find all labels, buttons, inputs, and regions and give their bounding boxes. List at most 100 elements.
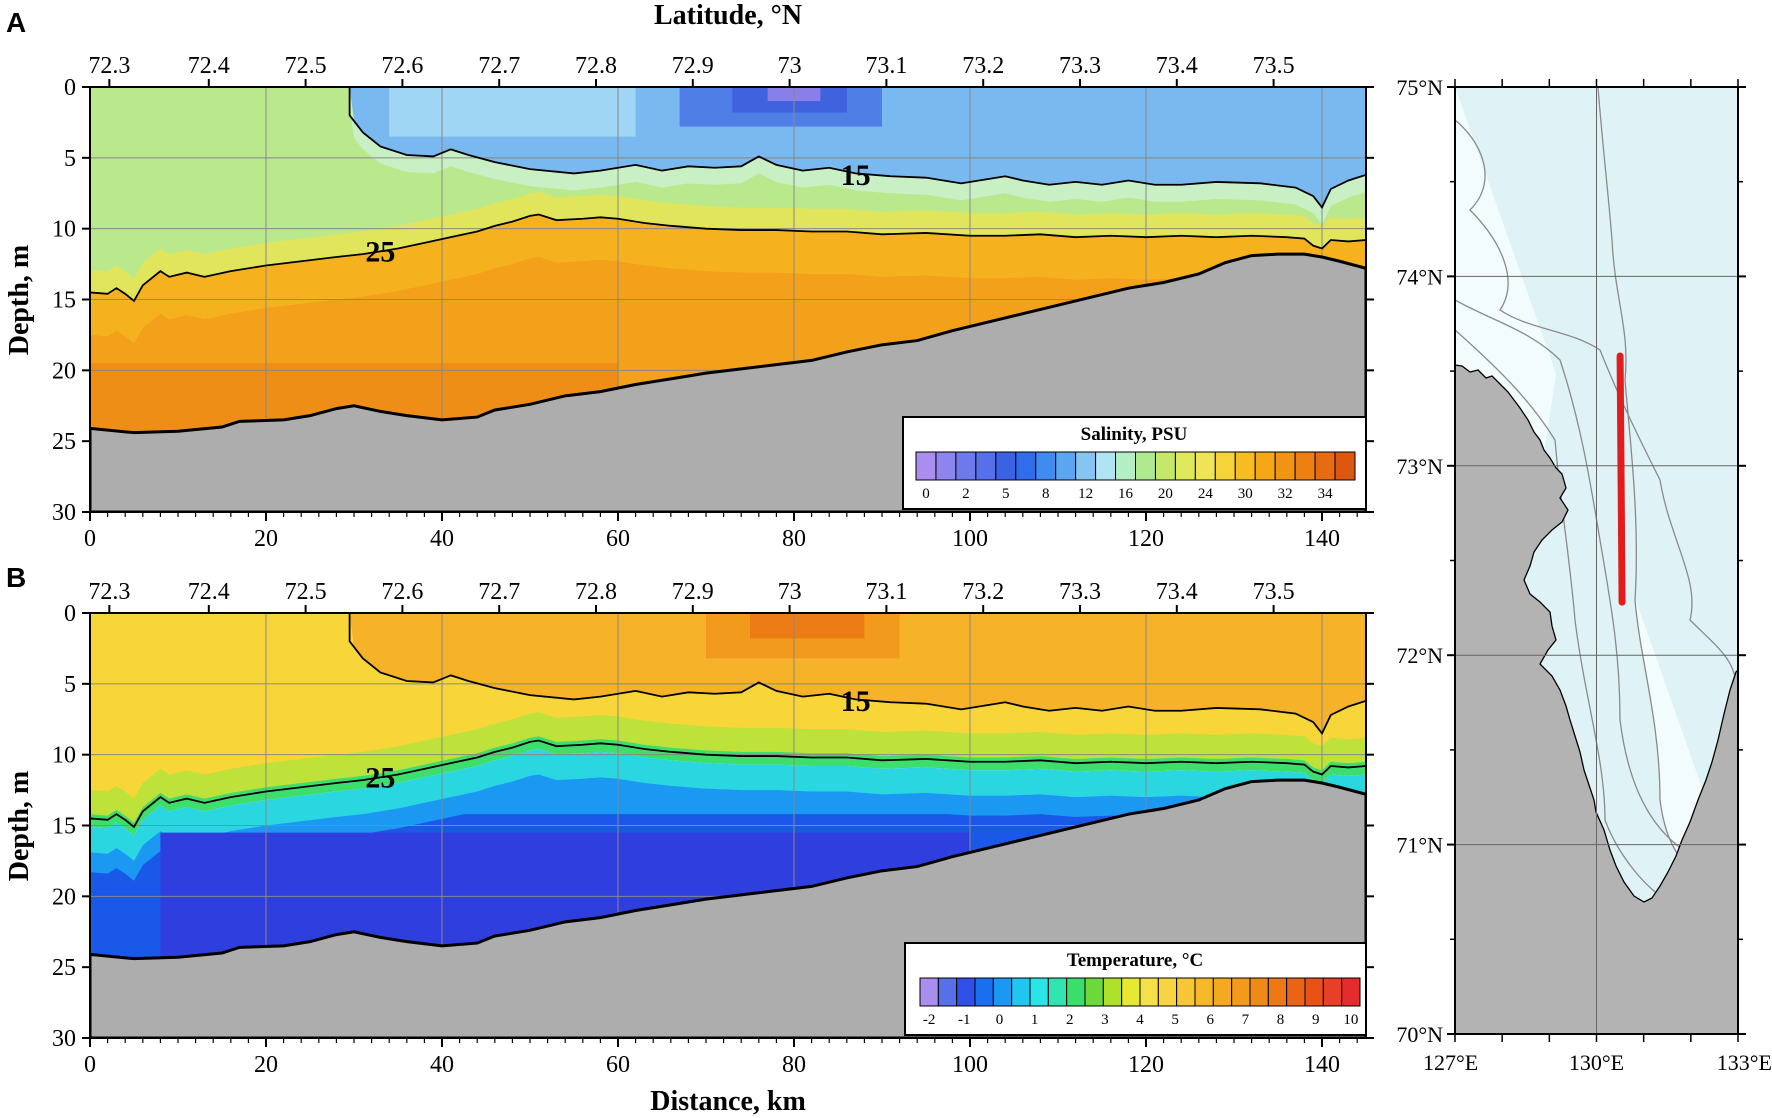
contour-line-25	[90, 213, 1366, 303]
temperature-band	[160, 832, 970, 958]
legend-tick-label: -1	[958, 1012, 971, 1028]
y-tick-label: 25	[52, 429, 76, 455]
latitude-tick-label: 72.7	[478, 579, 520, 605]
legend-swatch	[1035, 451, 1057, 481]
legend-swatch	[1121, 977, 1141, 1007]
y-tick-label: 0	[64, 601, 76, 627]
legend-swatch	[937, 977, 958, 1007]
legend-swatch	[1139, 977, 1159, 1007]
contour-lines	[90, 613, 1366, 829]
legend-title: Salinity, PSU	[1081, 424, 1188, 445]
legend-swatch	[1176, 977, 1196, 1007]
legend-swatch	[1174, 451, 1196, 481]
legend-tick-label: -2	[923, 1012, 936, 1028]
legend-swatch	[1115, 451, 1136, 481]
salinity-legend: Salinity, PSU 0 2 5 8 12 16 20 24 30 32 34	[902, 416, 1367, 510]
latitude-axis-title: Latitude, °N	[654, 0, 802, 31]
legend-swatch	[935, 451, 957, 481]
y-tick-label: 30	[52, 500, 76, 526]
legend-tick-label: 8	[1277, 1012, 1285, 1028]
legend-swatch	[1286, 977, 1306, 1007]
temperature-band	[349, 613, 1366, 734]
legend-tick-label: 5	[1171, 1012, 1179, 1028]
location-map: 75°N 74°N 73°N 72°N 71°N 70°N 127°E 130°E 133°E	[1396, 75, 1772, 1075]
legend-swatch	[1231, 977, 1251, 1007]
latitude-tick-label: 73.1	[865, 579, 907, 605]
map-lon-label: 130°E	[1569, 1050, 1624, 1075]
salinity-band	[389, 87, 636, 137]
map-lat-label: 70°N	[1396, 1022, 1443, 1047]
latitude-tick-label: 73	[778, 53, 802, 79]
latitude-tick-label: 73.2	[962, 53, 1004, 79]
salinity-section-panel: A Latitude, °N 0 20 40 60 80 100 120 1400510152…	[4, 0, 1374, 552]
legend-swatch	[1011, 977, 1031, 1007]
latitude-tick-label: 72.7	[478, 53, 520, 79]
legend-swatch	[1304, 977, 1324, 1007]
map-lon-label: 127°E	[1423, 1050, 1478, 1075]
x-tick-label: 20	[254, 526, 278, 552]
legend-swatch	[1015, 451, 1037, 481]
map-lat-label: 72°N	[1396, 643, 1443, 668]
temperature-band	[750, 613, 865, 639]
x-tick-label: 120	[1128, 526, 1164, 552]
latitude-tick-label: 73.5	[1253, 53, 1295, 79]
legend-swatch	[1157, 977, 1178, 1007]
legend-swatch	[1102, 977, 1123, 1007]
legend-swatch	[1095, 451, 1117, 481]
land	[1455, 364, 1738, 1034]
x-tick-label: 120	[1128, 1052, 1164, 1078]
y-tick-label: 0	[64, 75, 76, 101]
y-tick-label: 25	[52, 955, 76, 981]
legend-swatch	[1055, 451, 1077, 481]
x-tick-label: 20	[254, 1052, 278, 1078]
contour-label: 15	[841, 159, 871, 192]
latitude-tick-label: 72.8	[575, 579, 617, 605]
x-tick-label: 140	[1304, 526, 1340, 552]
latitude-tick-label: 72.4	[188, 53, 230, 79]
y-axis-label: Depth, m	[4, 245, 35, 355]
map-lat-label: 74°N	[1396, 264, 1443, 289]
legend-swatch	[1294, 451, 1316, 481]
y-axis-label: Depth, m	[4, 771, 35, 881]
x-tick-label: 0	[84, 526, 96, 552]
x-tick-label: 80	[782, 1052, 806, 1078]
latitude-tick-label: 72.8	[575, 53, 617, 79]
latitude-tick-label: 72.5	[285, 579, 327, 605]
latitude-tick-label: 72.9	[672, 579, 714, 605]
legend-swatch	[995, 451, 1017, 481]
legend-tick-label: 9	[1312, 1012, 1320, 1028]
y-tick-label: 15	[52, 814, 76, 840]
depth-contour	[1597, 87, 1738, 891]
legend-tick-label: 10	[1343, 1012, 1358, 1028]
legend-swatch	[955, 451, 977, 481]
y-tick-label: 30	[52, 1026, 76, 1052]
legend-tick-label: 24	[1198, 486, 1214, 502]
legend-tick-label: 3	[1101, 1012, 1109, 1028]
legend-tick-label: 7	[1242, 1012, 1250, 1028]
legend-swatch	[1084, 977, 1104, 1007]
legend-tick-label: 8	[1042, 486, 1050, 502]
x-tick-label: 100	[952, 526, 988, 552]
latitude-tick-label: 73.3	[1059, 579, 1101, 605]
legend-swatch	[1135, 451, 1156, 481]
salinity-band	[90, 363, 618, 433]
legend-tick-label: 0	[922, 486, 930, 502]
legend-swatch	[1249, 977, 1269, 1007]
latitude-tick-label: 73.2	[962, 579, 1004, 605]
legend-tick-label: 20	[1158, 486, 1173, 502]
legend-swatch	[1075, 451, 1097, 481]
legend-swatch	[1194, 451, 1216, 481]
y-tick-label: 20	[52, 358, 76, 384]
y-tick-label: 10	[52, 743, 76, 769]
legend-swatch	[1066, 977, 1086, 1007]
legend-swatch	[1254, 451, 1276, 481]
legend-tick-label: 16	[1118, 486, 1134, 502]
panel-letter-a: A	[6, 7, 26, 38]
legend-title: Temperature, °C	[1067, 950, 1203, 971]
legend-tick-label: 0	[996, 1012, 1004, 1028]
latitude-tick-label: 73.1	[865, 53, 907, 79]
